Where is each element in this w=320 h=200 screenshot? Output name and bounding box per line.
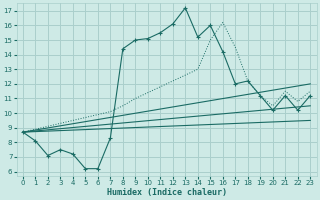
X-axis label: Humidex (Indice chaleur): Humidex (Indice chaleur) xyxy=(107,188,227,197)
